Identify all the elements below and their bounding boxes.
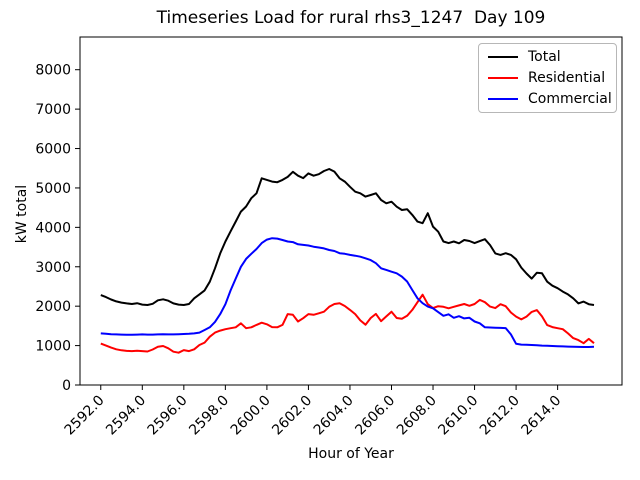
legend-label-commercial: Commercial [528, 91, 612, 108]
x-tick-label: 2602.0 [269, 393, 315, 439]
x-tick-label: 2606.0 [352, 393, 398, 439]
x-axis-label: Hour of Year [308, 446, 394, 462]
x-tick-label: 2594.0 [103, 393, 149, 439]
legend-line-swatch-total [488, 55, 518, 58]
x-tick-label: 2610.0 [435, 393, 481, 439]
x-tick-label: 2604.0 [311, 393, 357, 439]
series-line-residential [100, 293, 595, 354]
y-tick-label: 6000 [35, 142, 71, 158]
axes-frame [79, 36, 623, 386]
y-tick-label: 0 [62, 378, 71, 394]
legend-line-swatch-commercial [488, 98, 518, 101]
chart-title: Timeseries Load for rural rhs3_1247 Day … [156, 8, 546, 28]
x-tick-label: 2612.0 [477, 393, 523, 439]
x-tick-label: 2614.0 [518, 393, 564, 439]
legend-item-total: Total [479, 50, 616, 64]
y-tick-label: 8000 [35, 63, 71, 79]
legend-label-residential: Residential [528, 69, 606, 86]
x-tick-label: 2596.0 [145, 393, 191, 439]
x-tick-label: 2600.0 [228, 393, 274, 439]
x-tick-label: 2598.0 [186, 393, 232, 439]
y-tick-label: 2000 [35, 299, 71, 315]
y-tick-label: 7000 [35, 102, 71, 118]
y-tick-label: 4000 [35, 220, 71, 236]
legend-line-swatch-residential [488, 76, 518, 79]
legend-item-residential: Residential [479, 71, 616, 85]
series-line-total [100, 168, 595, 306]
legend-label-total: Total [528, 48, 561, 65]
series-line-commercial [100, 237, 595, 348]
x-tick-label: 2608.0 [394, 393, 440, 439]
y-tick-label: 3000 [35, 260, 71, 276]
legend: Total Residential Commercial [478, 43, 617, 113]
y-axis-label: kW total [14, 184, 30, 244]
legend-item-commercial: Commercial [479, 92, 616, 106]
y-tick-label: 5000 [35, 181, 71, 197]
x-tick-label: 2592.0 [62, 393, 108, 439]
y-tick-label: 1000 [35, 339, 71, 355]
